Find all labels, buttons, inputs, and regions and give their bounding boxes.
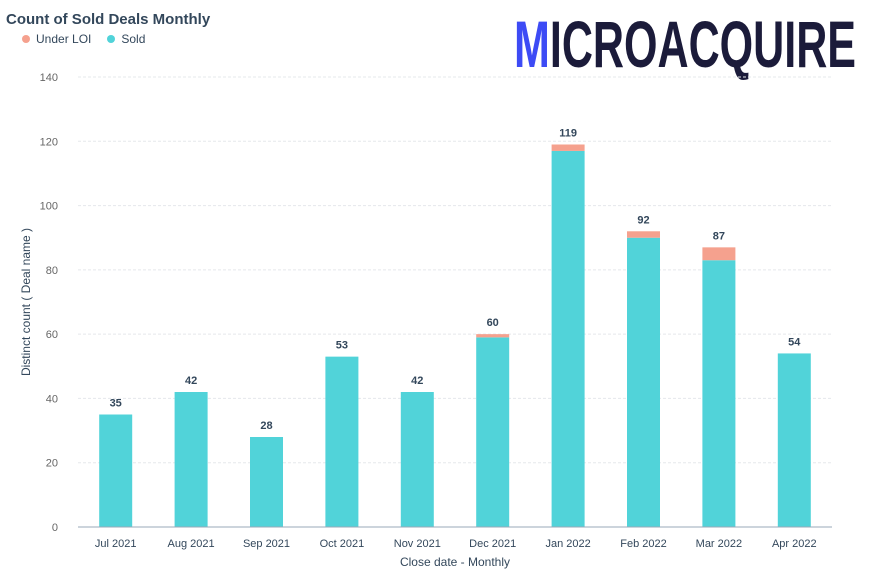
y-axis-ticks: 0 20 40 60 80 100 120 140 xyxy=(40,72,58,534)
x-axis-ticks: Jul 2021 Aug 2021 Sep 2021 Oct 2021 Nov 2021… xyxy=(95,538,817,550)
bar-sold[interactable] xyxy=(174,392,208,527)
chart-title: Count of Sold Deals Monthly xyxy=(6,11,211,28)
y-tick-label: 100 xyxy=(40,201,58,213)
bar-sold[interactable] xyxy=(99,414,133,528)
bar-under-loi[interactable] xyxy=(476,334,510,338)
x-axis-title: Close date - Monthly xyxy=(400,555,510,569)
bar-sold[interactable] xyxy=(777,353,811,527)
x-tick-label: Jan 2022 xyxy=(545,538,590,550)
y-tick-label: 0 xyxy=(52,522,58,534)
logo-text: MICROACQUIRE xyxy=(514,7,856,81)
x-tick-label: Aug 2021 xyxy=(168,538,215,550)
legend-swatch-sold xyxy=(107,35,116,43)
x-tick-label: Sep 2021 xyxy=(243,538,290,550)
bar-value-label: 54 xyxy=(788,336,801,348)
y-tick-label: 60 xyxy=(46,329,58,341)
bar-value-label: 35 xyxy=(110,398,122,410)
bar-sold[interactable] xyxy=(702,260,736,527)
bar-sold[interactable] xyxy=(325,356,359,527)
microacquire-logo: MICROACQUIRE xyxy=(514,7,856,81)
legend-swatch-under-loi xyxy=(22,35,30,43)
bar-sold[interactable] xyxy=(627,237,660,527)
value-labels: 35 42 28 53 42 60 119 92 87 54 xyxy=(110,128,802,433)
x-tick-label: Mar 2022 xyxy=(696,538,742,550)
y-tick-label: 40 xyxy=(46,393,58,405)
bar-value-label: 42 xyxy=(411,375,423,387)
bar-sold[interactable] xyxy=(250,437,283,527)
bar-under-loi[interactable] xyxy=(551,144,585,151)
bar-value-label: 119 xyxy=(559,128,577,140)
bar-value-label: 42 xyxy=(185,375,197,387)
bar-value-label: 92 xyxy=(637,214,649,226)
bar-sold[interactable] xyxy=(551,150,585,527)
y-tick-label: 20 xyxy=(46,458,58,470)
y-tick-label: 80 xyxy=(46,265,58,277)
bar-value-label: 87 xyxy=(713,230,725,242)
x-tick-label: Oct 2021 xyxy=(320,538,365,550)
x-tick-label: Nov 2021 xyxy=(394,538,441,550)
legend-label-under-loi: Under LOI xyxy=(36,32,92,46)
bar-under-loi[interactable] xyxy=(627,231,660,238)
bars xyxy=(99,144,811,528)
legend-label-sold: Sold xyxy=(121,32,146,46)
x-tick-label: Apr 2022 xyxy=(772,538,817,550)
x-tick-label: Jul 2021 xyxy=(95,538,137,550)
bar-value-label: 28 xyxy=(260,420,272,432)
x-tick-label: Feb 2022 xyxy=(620,538,666,550)
bar-sold[interactable] xyxy=(476,337,510,527)
bar-under-loi[interactable] xyxy=(702,247,736,261)
bar-value-label: 60 xyxy=(487,317,499,329)
bar-sold[interactable] xyxy=(400,392,434,527)
y-tick-label: 120 xyxy=(40,136,58,148)
legend-item-sold[interactable]: Sold xyxy=(107,32,145,46)
y-tick-label: 140 xyxy=(40,72,58,84)
legend-item-under-loi[interactable]: Under LOI xyxy=(22,32,91,46)
legend: Under LOI Sold xyxy=(22,32,145,46)
y-axis-title: Distinct count ( Deal name ) xyxy=(19,228,33,376)
x-tick-label: Dec 2021 xyxy=(469,538,516,550)
bar-value-label: 53 xyxy=(336,340,348,352)
